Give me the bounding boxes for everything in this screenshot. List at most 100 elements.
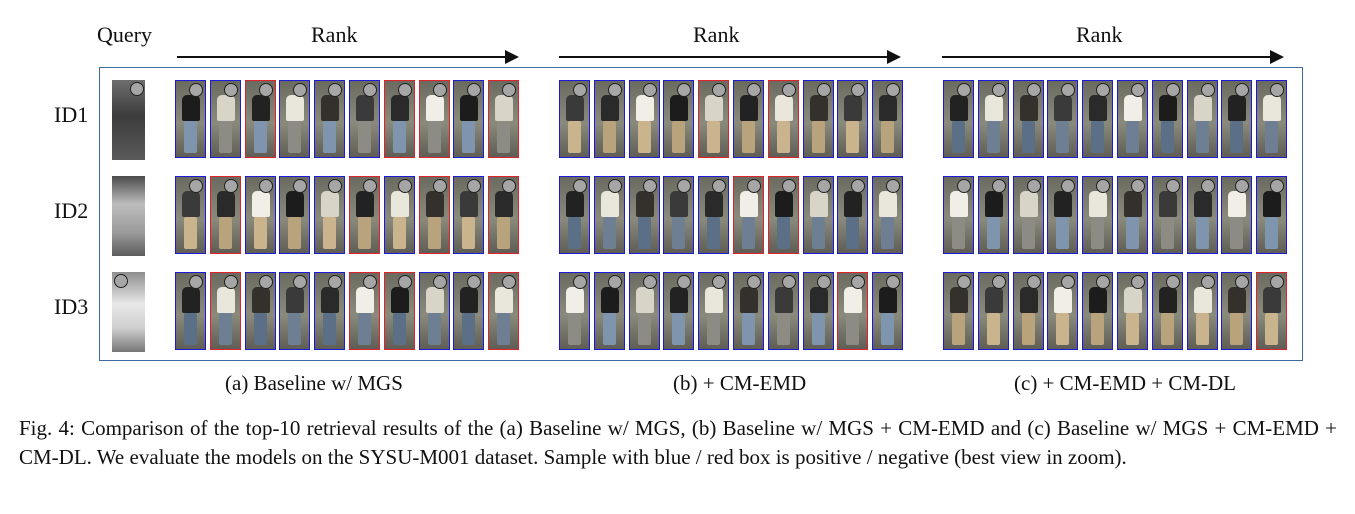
blur-face-icon <box>677 83 692 97</box>
blur-face-icon <box>397 275 412 289</box>
person-legs <box>1195 121 1209 153</box>
person-legs <box>637 217 651 249</box>
retrieval-thumbnail <box>977 80 1009 158</box>
row-label-id3: ID3 <box>54 294 89 319</box>
person-legs <box>497 121 511 153</box>
person-legs <box>846 121 860 153</box>
person-torso <box>774 95 793 121</box>
retrieval-thumbnail <box>1151 80 1183 158</box>
blur-face-icon <box>1235 179 1250 193</box>
blur-face-icon <box>467 83 482 97</box>
retrieval-thumbnail <box>1256 176 1288 254</box>
person-legs <box>602 313 616 345</box>
person-legs <box>1021 313 1035 345</box>
retrieval-thumbnail <box>383 176 415 254</box>
retrieval-thumbnail <box>314 272 346 350</box>
person-legs <box>986 121 1000 153</box>
retrieval-thumbnail <box>349 176 380 254</box>
person-torso <box>216 95 235 121</box>
person-torso <box>356 287 374 313</box>
retrieval-thumbnail <box>453 272 485 350</box>
person-torso <box>1228 191 1247 217</box>
blur-face-icon <box>1026 275 1041 289</box>
person-legs <box>1160 217 1174 249</box>
retrieval-thumbnail <box>314 80 346 158</box>
person-legs <box>846 313 860 345</box>
person-torso <box>670 95 689 121</box>
person-legs <box>1021 121 1035 153</box>
retrieval-thumbnail <box>802 272 834 350</box>
retrieval-thumbnail <box>1151 272 1183 350</box>
person-torso <box>950 191 968 217</box>
blur-face-icon <box>1131 179 1145 193</box>
person-torso <box>844 287 863 313</box>
retrieval-thumbnail <box>1082 80 1114 158</box>
person-torso <box>1054 287 1073 313</box>
rank-arrow-c <box>942 50 1284 64</box>
retrieval-thumbnail <box>209 272 241 350</box>
person-torso <box>1089 95 1108 121</box>
retrieval-thumbnail <box>209 80 241 158</box>
subcaption-b: (b) + CM-EMD <box>673 371 807 395</box>
rank-arrow-b <box>559 50 901 64</box>
retrieval-thumbnail <box>279 176 311 254</box>
person-torso <box>1124 287 1142 313</box>
person-torso <box>1263 287 1282 313</box>
person-torso <box>1158 95 1177 121</box>
person-torso <box>600 191 619 217</box>
person-legs <box>568 121 581 153</box>
blur-face-icon <box>712 275 727 289</box>
person-legs <box>672 217 686 249</box>
retrieval-thumbnail <box>175 272 206 350</box>
person-torso <box>321 287 340 313</box>
retrieval-thumbnail <box>1256 272 1288 350</box>
person-legs <box>288 217 302 249</box>
person-legs <box>1126 313 1139 345</box>
person-legs <box>218 121 232 153</box>
person-legs <box>811 121 825 153</box>
person-torso <box>495 95 514 121</box>
retrieval-thumbnail <box>593 80 625 158</box>
person-legs <box>462 121 476 153</box>
person-legs <box>288 313 302 345</box>
person-torso <box>460 191 479 217</box>
person-legs <box>672 313 686 345</box>
person-legs <box>253 121 267 153</box>
blur-face-icon <box>957 83 971 97</box>
person-torso <box>425 95 444 121</box>
retrieval-thumbnail <box>1256 80 1288 158</box>
person-legs <box>986 217 1000 249</box>
person-torso <box>425 287 444 313</box>
retrieval-thumbnail <box>943 176 974 254</box>
person-torso <box>774 287 793 313</box>
blur-face-icon <box>677 275 692 289</box>
person-legs <box>637 121 651 153</box>
retrieval-thumbnail <box>314 176 346 254</box>
blur-face-icon <box>851 83 866 97</box>
retrieval-thumbnail <box>837 176 869 254</box>
blur-face-icon <box>1235 83 1250 97</box>
person-legs <box>952 217 965 249</box>
blur-face-icon <box>1165 275 1180 289</box>
blur-face-icon <box>1200 275 1215 289</box>
retrieval-thumbnail <box>1117 272 1148 350</box>
person-legs <box>1160 121 1174 153</box>
person-legs <box>742 313 755 345</box>
retrieval-thumbnail <box>349 80 380 158</box>
person-legs <box>1126 217 1139 249</box>
blur-face-icon <box>1026 83 1041 97</box>
blur-face-icon <box>642 179 657 193</box>
blur-face-icon <box>293 179 308 193</box>
person-legs <box>1091 121 1105 153</box>
blur-face-icon <box>573 275 587 289</box>
person-legs <box>776 121 790 153</box>
blur-face-icon <box>991 275 1006 289</box>
person-legs <box>427 313 441 345</box>
retrieval-thumbnail <box>383 272 415 350</box>
person-torso <box>286 95 305 121</box>
retrieval-thumbnail <box>802 80 834 158</box>
retrieval-thumbnail <box>1047 272 1079 350</box>
blur-face-icon <box>223 179 238 193</box>
blur-face-icon <box>1096 83 1111 97</box>
person-legs <box>1056 217 1070 249</box>
